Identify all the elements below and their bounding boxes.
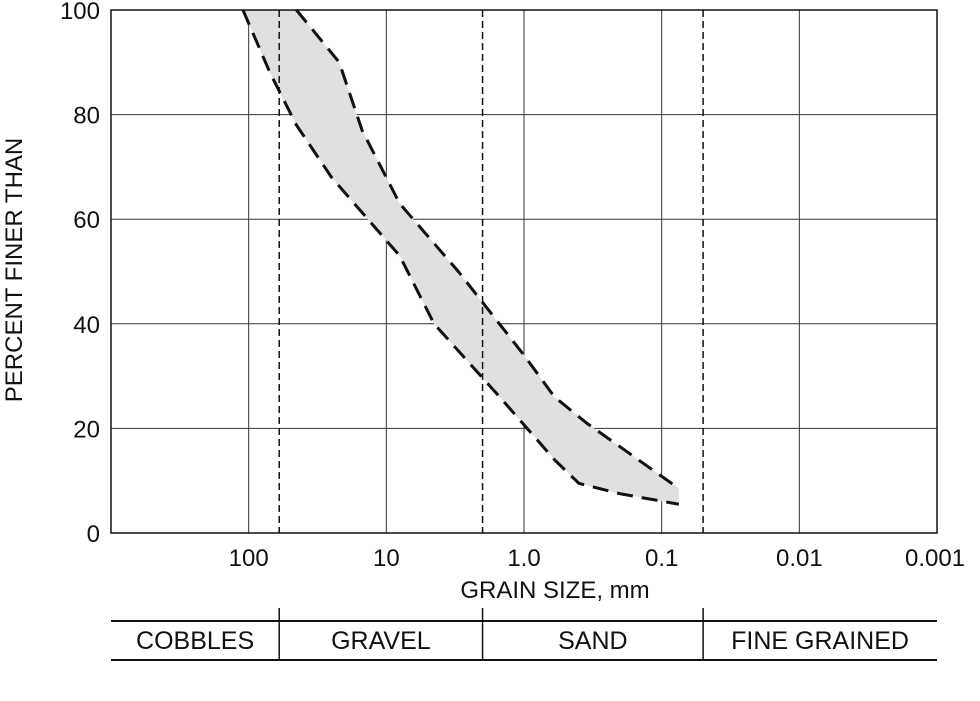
upper-limit-curve	[295, 9, 680, 490]
lower-limit-curve	[241, 9, 680, 506]
y-tick-label: 80	[73, 103, 100, 130]
y-tick-label: 20	[73, 416, 100, 443]
soil-class-label: SAND	[558, 627, 627, 655]
x-tick-label: 0.1	[645, 545, 678, 572]
x-tick-label: 1.0	[507, 545, 540, 572]
soil-class-label: COBBLES	[136, 627, 254, 655]
gradation-band	[241, 9, 680, 506]
x-tick-labels: 100 10 1.0 0.1 0.01 0.001	[229, 545, 965, 572]
y-tick-label: 40	[73, 312, 100, 339]
x-axis-title: GRAIN SIZE, mm	[460, 577, 649, 604]
x-tick-label: 10	[373, 545, 400, 572]
y-tick-label: 100	[60, 0, 100, 25]
soil-classification-table: COBBLES GRAVEL SAND FINE GRAINED	[111, 608, 937, 661]
y-tick-labels: 0 20 40 60 80 100	[60, 0, 100, 548]
plot-frame	[110, 9, 938, 534]
x-tick-label: 0.01	[776, 545, 823, 572]
soil-class-label: GRAVEL	[331, 627, 431, 655]
y-tick-label: 60	[73, 207, 100, 234]
soil-class-boundaries	[278, 10, 704, 533]
gradation-band-fill	[242, 10, 679, 505]
grid	[111, 9, 937, 534]
y-axis-title: PERCENT FINER THAN	[1, 138, 28, 402]
x-tick-label: 100	[229, 545, 269, 572]
soil-class-label: FINE GRAINED	[731, 627, 909, 655]
y-tick-label: 0	[87, 521, 100, 548]
x-tick-label: 0.001	[905, 545, 965, 572]
